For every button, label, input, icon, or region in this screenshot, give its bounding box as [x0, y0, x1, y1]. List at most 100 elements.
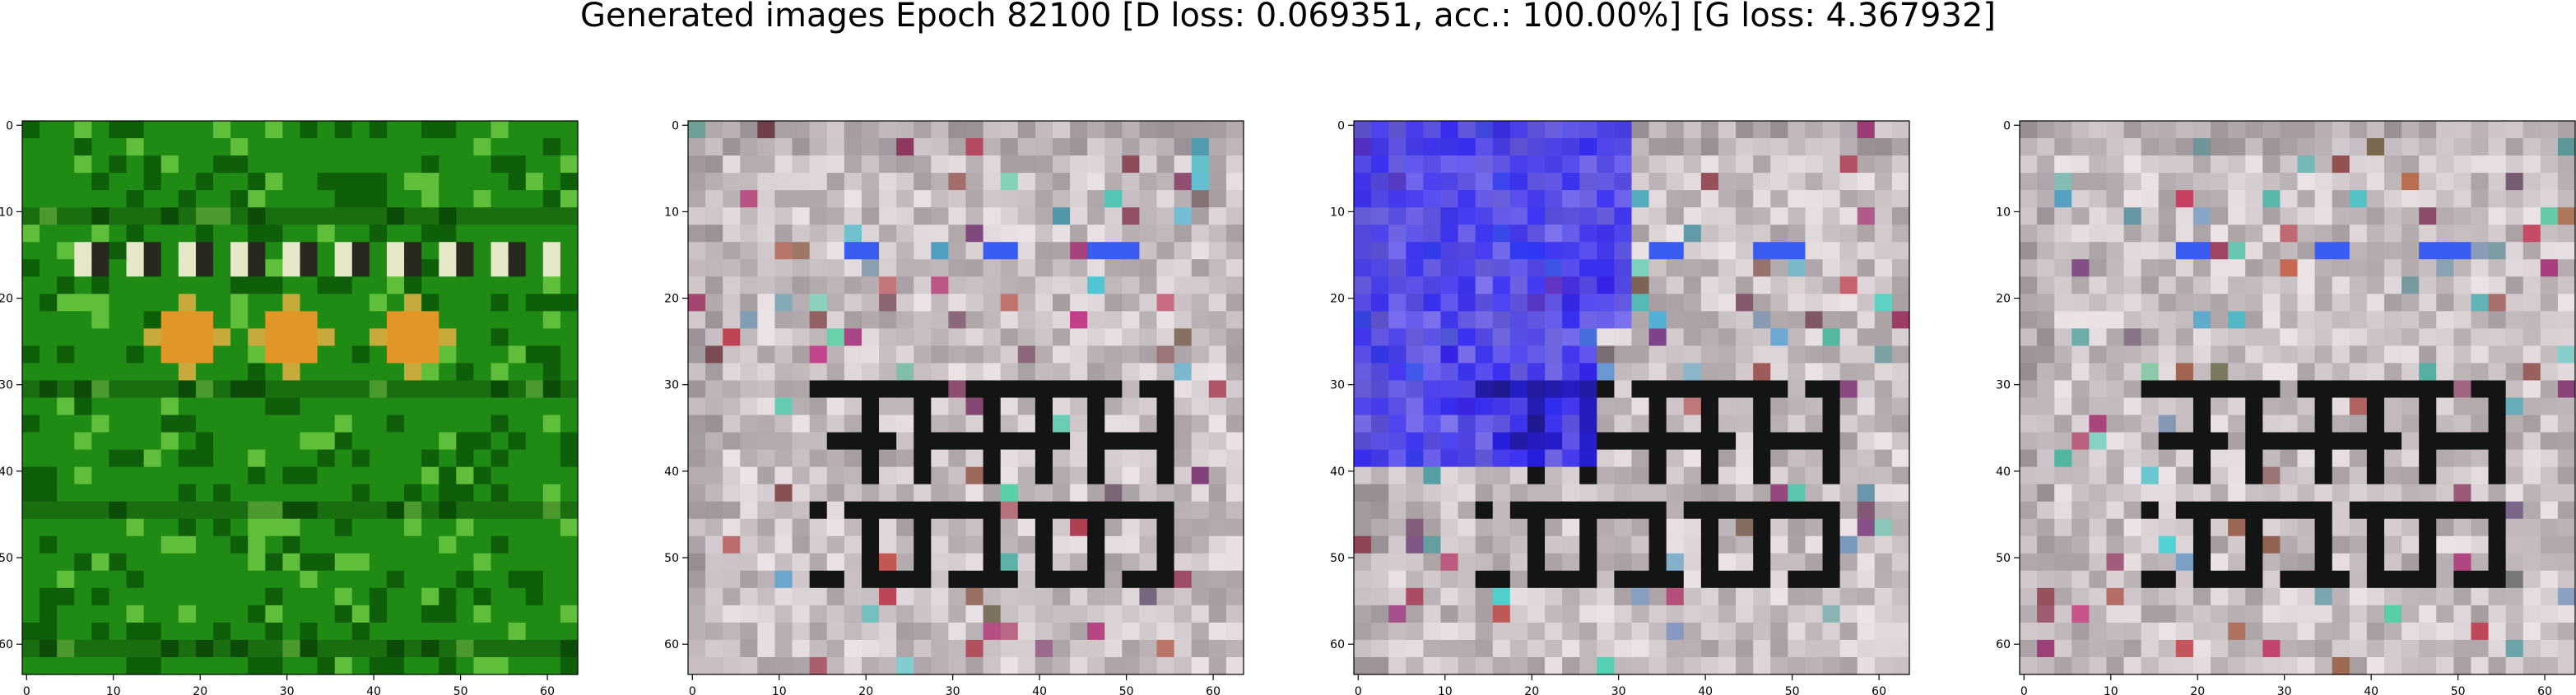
x-tick: 40 [1698, 674, 1713, 695]
y-tick-label: 10 [0, 206, 13, 219]
x-tick-label: 40 [1698, 685, 1713, 695]
x-tick: 60 [540, 674, 555, 695]
x-tick-label: 0 [2020, 685, 2028, 695]
x-tick-label: 10 [2104, 685, 2118, 695]
y-tick: 10 [0, 206, 22, 219]
y-tick: 30 [664, 379, 688, 392]
x-tick-label: 20 [858, 685, 873, 695]
panel-1-image [22, 121, 579, 675]
x-tick: 30 [280, 674, 295, 695]
x-tick-label: 60 [1872, 685, 1886, 695]
x-tick-label: 50 [1785, 685, 1800, 695]
y-tick: 0 [1337, 119, 1354, 132]
y-tick-label: 30 [1330, 379, 1345, 392]
x-tick-label: 0 [23, 685, 30, 695]
x-tick: 20 [858, 674, 873, 695]
x-tick: 50 [2451, 674, 2466, 695]
panel-4-axes-frame [2019, 120, 2576, 675]
x-tick-label: 10 [1438, 685, 1453, 695]
y-tick-label: 50 [1330, 552, 1345, 565]
x-tick: 50 [1119, 674, 1134, 695]
panel-3-image [1354, 121, 1910, 675]
x-tick-label: 30 [946, 685, 960, 695]
x-tick-label: 30 [1611, 685, 1626, 695]
y-tick: 60 [1996, 638, 2020, 651]
x-tick-label: 50 [2451, 685, 2466, 695]
y-tick: 10 [1996, 206, 2020, 219]
x-tick: 30 [1611, 674, 1626, 695]
panel-1-x-ticks: 0 10 20 30 40 50 60 [23, 674, 555, 695]
y-tick: 60 [0, 638, 22, 651]
x-tick: 0 [689, 674, 696, 695]
y-tick-label: 60 [0, 638, 13, 651]
y-tick: 30 [1330, 379, 1354, 392]
x-tick: 30 [946, 674, 960, 695]
panel-2-axes-frame [687, 120, 1244, 675]
y-tick-label: 20 [664, 293, 679, 306]
x-tick: 40 [366, 674, 381, 695]
x-tick-label: 50 [453, 685, 468, 695]
panel-1-y-ticks: 0 10 20 30 40 50 60 [0, 119, 22, 651]
panel-2: 0 10 20 30 40 50 60 0 10 20 30 40 50 60 [664, 119, 1244, 695]
x-tick: 20 [2190, 674, 2205, 695]
y-tick-label: 30 [1996, 379, 2011, 392]
y-tick-label: 30 [0, 379, 13, 392]
x-tick-label: 0 [689, 685, 696, 695]
x-tick: 10 [772, 674, 787, 695]
panel-4-y-ticks: 0 10 20 30 40 50 60 [1996, 119, 2020, 651]
x-tick: 10 [1438, 674, 1453, 695]
x-tick-label: 40 [366, 685, 381, 695]
y-tick: 50 [1996, 552, 2020, 565]
y-tick: 50 [0, 552, 22, 565]
panel-3-y-ticks: 0 10 20 30 40 50 60 [1330, 119, 1354, 651]
y-tick-label: 0 [6, 119, 13, 132]
x-tick: 20 [193, 674, 207, 695]
y-tick-label: 60 [664, 638, 679, 651]
x-tick: 50 [1785, 674, 1800, 695]
y-tick-label: 50 [664, 552, 679, 565]
panel-3-x-ticks: 0 10 20 30 40 50 60 [1355, 674, 1886, 695]
panel-2-image [688, 121, 1244, 675]
y-tick-label: 20 [1996, 293, 2011, 306]
y-tick: 20 [0, 293, 22, 306]
y-tick: 0 [672, 119, 688, 132]
y-tick-label: 40 [664, 466, 679, 479]
panel-3: 0 10 20 30 40 50 60 0 10 20 30 40 50 60 [1330, 119, 1910, 695]
x-tick: 10 [2104, 674, 2118, 695]
x-tick-label: 40 [1032, 685, 1047, 695]
panel-3-axes-frame [1353, 120, 1910, 675]
y-tick-label: 30 [664, 379, 679, 392]
panel-2-x-ticks: 0 10 20 30 40 50 60 [689, 674, 1221, 695]
x-tick-label: 30 [2277, 685, 2292, 695]
y-tick: 10 [1330, 206, 1354, 219]
y-tick: 40 [1330, 466, 1354, 479]
y-tick-label: 10 [1996, 206, 2011, 219]
x-tick: 0 [23, 674, 30, 695]
y-tick: 10 [664, 206, 688, 219]
y-tick: 40 [664, 466, 688, 479]
x-tick-label: 20 [2190, 685, 2205, 695]
y-tick-label: 0 [672, 119, 679, 132]
x-tick: 60 [2537, 674, 2552, 695]
y-tick: 40 [1996, 466, 2020, 479]
x-tick: 40 [2364, 674, 2378, 695]
x-tick: 60 [1872, 674, 1886, 695]
x-tick-label: 40 [2364, 685, 2378, 695]
x-tick: 20 [1524, 674, 1539, 695]
panel-4: 0 10 20 30 40 50 60 0 10 20 30 40 50 60 [1996, 119, 2576, 695]
x-tick-label: 10 [772, 685, 787, 695]
x-tick-label: 20 [1524, 685, 1539, 695]
y-tick-label: 60 [1996, 638, 2011, 651]
y-tick: 60 [1330, 638, 1354, 651]
x-tick: 0 [2020, 674, 2028, 695]
x-tick: 10 [106, 674, 121, 695]
y-tick: 50 [1330, 552, 1354, 565]
x-tick-label: 10 [106, 685, 121, 695]
y-tick-label: 40 [1330, 466, 1345, 479]
y-tick-label: 10 [1330, 206, 1345, 219]
y-tick: 30 [1996, 379, 2020, 392]
y-tick-label: 50 [0, 552, 13, 565]
y-tick: 60 [664, 638, 688, 651]
x-tick: 50 [453, 674, 468, 695]
